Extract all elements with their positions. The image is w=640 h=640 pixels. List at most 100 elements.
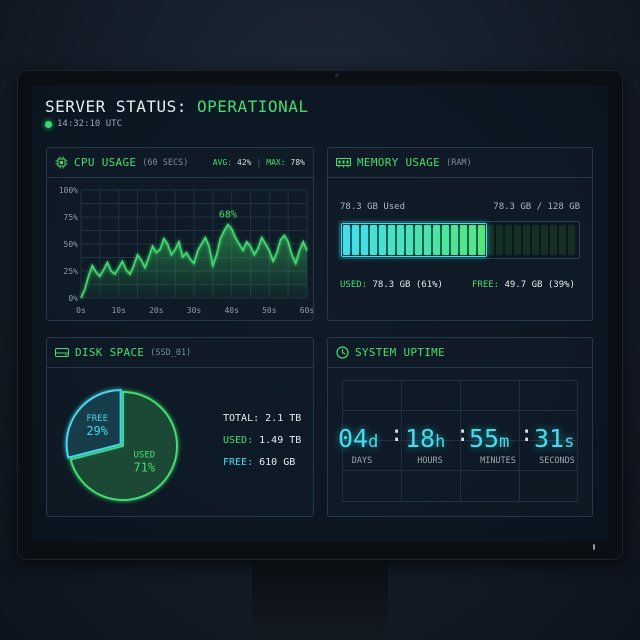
memory-free-label: FREE:	[472, 280, 500, 290]
memory-used-outline	[341, 223, 487, 257]
x-tick-label: 30s	[187, 306, 202, 315]
x-tick-label: 20s	[149, 306, 164, 315]
monitor-stand	[252, 560, 388, 640]
disk-title: DISK SPACE	[75, 346, 145, 359]
cpu-panel-header: CPU USAGE (60 SECS) AVG: 42% | MAX: 78%	[47, 148, 313, 178]
disk-free-line: FREE: 610 GB	[223, 457, 295, 468]
uptime-minutes: 55m	[469, 424, 509, 453]
uptime-seconds: 31s	[534, 424, 574, 453]
disk-total-label: TOTAL:	[223, 413, 260, 424]
memory-bar-segment	[514, 225, 521, 255]
memory-bar-segment	[442, 225, 449, 255]
colon-separator: :	[390, 422, 404, 447]
cpu-stats: AVG: 42% | MAX: 78%	[213, 158, 305, 167]
uptime-days-value: 04	[338, 424, 369, 453]
y-tick-label: 25%	[64, 267, 79, 276]
pie-slice-free	[65, 389, 122, 459]
uptime-minutes-unit: m	[499, 432, 510, 452]
disk-panel-header: DISK SPACE (SSD_01)	[47, 338, 313, 368]
uptime-grid	[342, 380, 578, 502]
page-title: SERVER STATUS: OPERATIONAL	[45, 97, 308, 116]
cpu-series-line	[80, 223, 308, 299]
pie-free-pct: 29%	[86, 424, 108, 438]
webcam-dot	[335, 73, 339, 77]
disk-used-line: USED: 1.49 TB	[223, 435, 301, 446]
ram-icon	[336, 158, 351, 168]
memory-bar-segment	[343, 225, 350, 255]
memory-bar-segment	[451, 225, 458, 255]
cpu-title: CPU USAGE	[74, 156, 137, 169]
memory-bar-segment	[424, 225, 431, 255]
uptime-minutes-value: 55	[469, 424, 500, 453]
memory-panel-header: MEMORY USAGE (RAM)	[328, 148, 592, 178]
memory-bar-segment	[388, 225, 395, 255]
memory-bar-segment	[469, 225, 476, 255]
pie-free-label: FREE	[86, 414, 108, 424]
cpu-panel: CPU USAGE (60 SECS) AVG: 42% | MAX: 78% …	[46, 147, 314, 321]
max-label: MAX:	[266, 158, 286, 167]
memory-bar-segment	[352, 225, 359, 255]
memory-bar-segment	[496, 225, 503, 255]
memory-bar-segment	[532, 225, 539, 255]
timestamp: 14:32:10 UTC	[45, 119, 122, 129]
memory-free-value: 49.7 GB (39%)	[504, 280, 575, 290]
cpu-chip-icon	[55, 156, 68, 169]
cpu-usage-chart: 100% 75% 50% 25% 0% 0s 10s 20s 30s 40s 50s 60s 68%	[59, 186, 313, 315]
seconds-label: SECONDS	[539, 456, 575, 466]
memory-subtitle: (RAM)	[446, 157, 472, 168]
memory-bar-segment	[397, 225, 404, 255]
uptime-days-unit: d	[368, 432, 379, 452]
max-value: 78%	[290, 158, 305, 167]
x-tick-label: 40s	[224, 306, 239, 315]
y-tick-label: 100%	[59, 186, 78, 195]
memory-bar-segment	[559, 225, 566, 255]
memory-total-text: 78.3 GB / 128 GB	[493, 202, 580, 212]
uptime-panel-header: SYSTEM UPTIME	[328, 338, 592, 368]
memory-bar-segment	[406, 225, 413, 255]
dashboard-screen: SERVER STATUS: OPERATIONAL 14:32:10 UTC	[32, 85, 608, 542]
uptime-panel: SYSTEM UPTIME 04d : 18h :	[327, 337, 593, 517]
memory-bar-segment	[505, 225, 512, 255]
memory-bar-segment	[460, 225, 467, 255]
x-tick-label: 10s	[111, 306, 126, 315]
memory-bar-segment	[415, 225, 422, 255]
power-indicator	[593, 544, 595, 550]
uptime-hours-value: 18	[405, 424, 436, 453]
monitor-frame: SERVER STATUS: OPERATIONAL 14:32:10 UTC	[17, 70, 623, 560]
hours-label: HOURS	[417, 456, 443, 466]
clock-icon	[336, 346, 349, 359]
title-prefix: SERVER STATUS:	[45, 97, 197, 116]
disk-drive-icon	[55, 348, 69, 357]
colon-separator: :	[520, 422, 534, 447]
uptime-seconds-unit: s	[564, 432, 575, 452]
memory-bar-segment	[478, 225, 485, 255]
memory-panel: MEMORY USAGE (RAM) 78.3 GB Used 78.3 GB …	[327, 147, 593, 321]
disk-used-label: USED:	[223, 435, 254, 446]
status-text: OPERATIONAL	[197, 97, 309, 116]
disk-free-label: FREE:	[223, 457, 254, 468]
x-tick-label: 60s	[300, 306, 313, 315]
pie-slice-used	[69, 390, 178, 501]
memory-used-text: 78.3 GB Used	[340, 202, 406, 212]
disk-subtitle: (SSD_01)	[150, 347, 192, 358]
memory-bar-segment	[550, 225, 557, 255]
memory-bar-segment	[379, 225, 386, 255]
uptime-hours: 18h	[405, 424, 445, 453]
x-tick-label: 0s	[76, 306, 86, 315]
memory-free-stat: FREE: 49.7 GB (39%)	[472, 280, 575, 290]
uptime-title: SYSTEM UPTIME	[355, 346, 445, 359]
disk-total-line: TOTAL: 2.1 TB	[223, 413, 301, 424]
memory-used-stat: USED: 78.3 GB (61%)	[340, 280, 443, 290]
disk-panel: DISK SPACE (SSD_01) FREE 29% USED 71% TOTAL…	[46, 337, 314, 517]
stats-separator: |	[256, 158, 262, 167]
disk-total-value: 2.1 TB	[265, 413, 302, 424]
days-label: DAYS	[351, 456, 373, 466]
avg-label: AVG:	[212, 158, 232, 167]
memory-bar-segment	[568, 225, 575, 255]
uptime-days: 04d	[338, 424, 378, 453]
memory-usage-bar	[339, 221, 580, 259]
peak-data-label: 68%	[219, 210, 237, 221]
time-text: 14:32:10 UTC	[57, 119, 123, 129]
uptime-hours-unit: h	[435, 432, 446, 452]
